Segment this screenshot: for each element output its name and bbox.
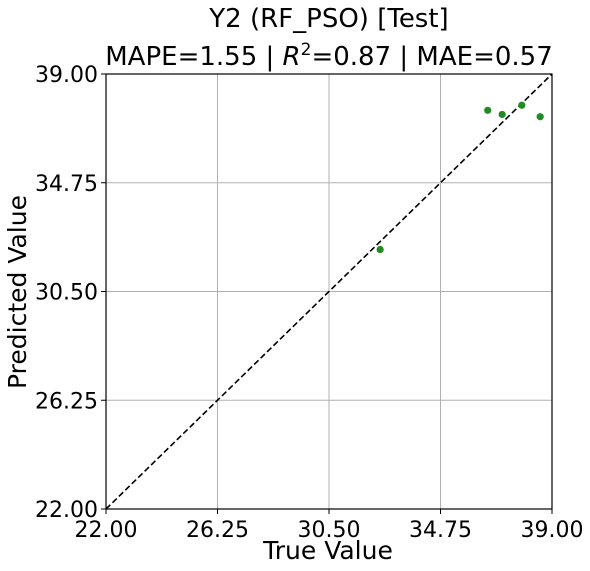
y-tick-label: 26.25 [35, 389, 98, 414]
subtitle-r2-symbol: R [283, 42, 301, 72]
data-point [484, 106, 492, 114]
y-tick-label: 39.00 [35, 63, 98, 88]
subtitle-mape: MAPE=1.55 | [105, 42, 282, 72]
y-tick-label: 22.00 [35, 498, 98, 523]
y-axis-ticks: 22.00 26.25 30.50 34.75 39.00 [35, 63, 106, 523]
x-tick-label: 39.00 [521, 518, 584, 543]
x-tick-label: 26.25 [186, 518, 249, 543]
x-tick-label: 22.00 [75, 518, 138, 543]
data-points [376, 101, 544, 254]
x-axis-label: True Value [262, 536, 393, 565]
chart-subtitle: MAPE=1.55 | R2=0.87 | MAE=0.57 [105, 40, 553, 72]
x-axis-ticks: 22.00 26.25 30.50 34.75 39.00 [75, 509, 584, 543]
subtitle-r2-exponent: 2 [301, 40, 312, 60]
data-point [498, 110, 506, 119]
y-tick-label: 34.75 [35, 172, 98, 197]
subtitle-metrics: =0.87 | MAE=0.57 [311, 42, 552, 72]
x-tick-label: 30.50 [298, 518, 361, 543]
data-point [376, 245, 384, 254]
reference-diagonal [105, 73, 553, 510]
y-tick-label: 30.50 [35, 281, 98, 306]
chart-title: Y2 (RF_PSO) [Test] [208, 4, 448, 34]
y-axis-label: Predicted Value [3, 195, 32, 389]
x-tick-label: 34.75 [409, 518, 472, 543]
data-point [518, 101, 526, 109]
data-point [536, 113, 544, 121]
